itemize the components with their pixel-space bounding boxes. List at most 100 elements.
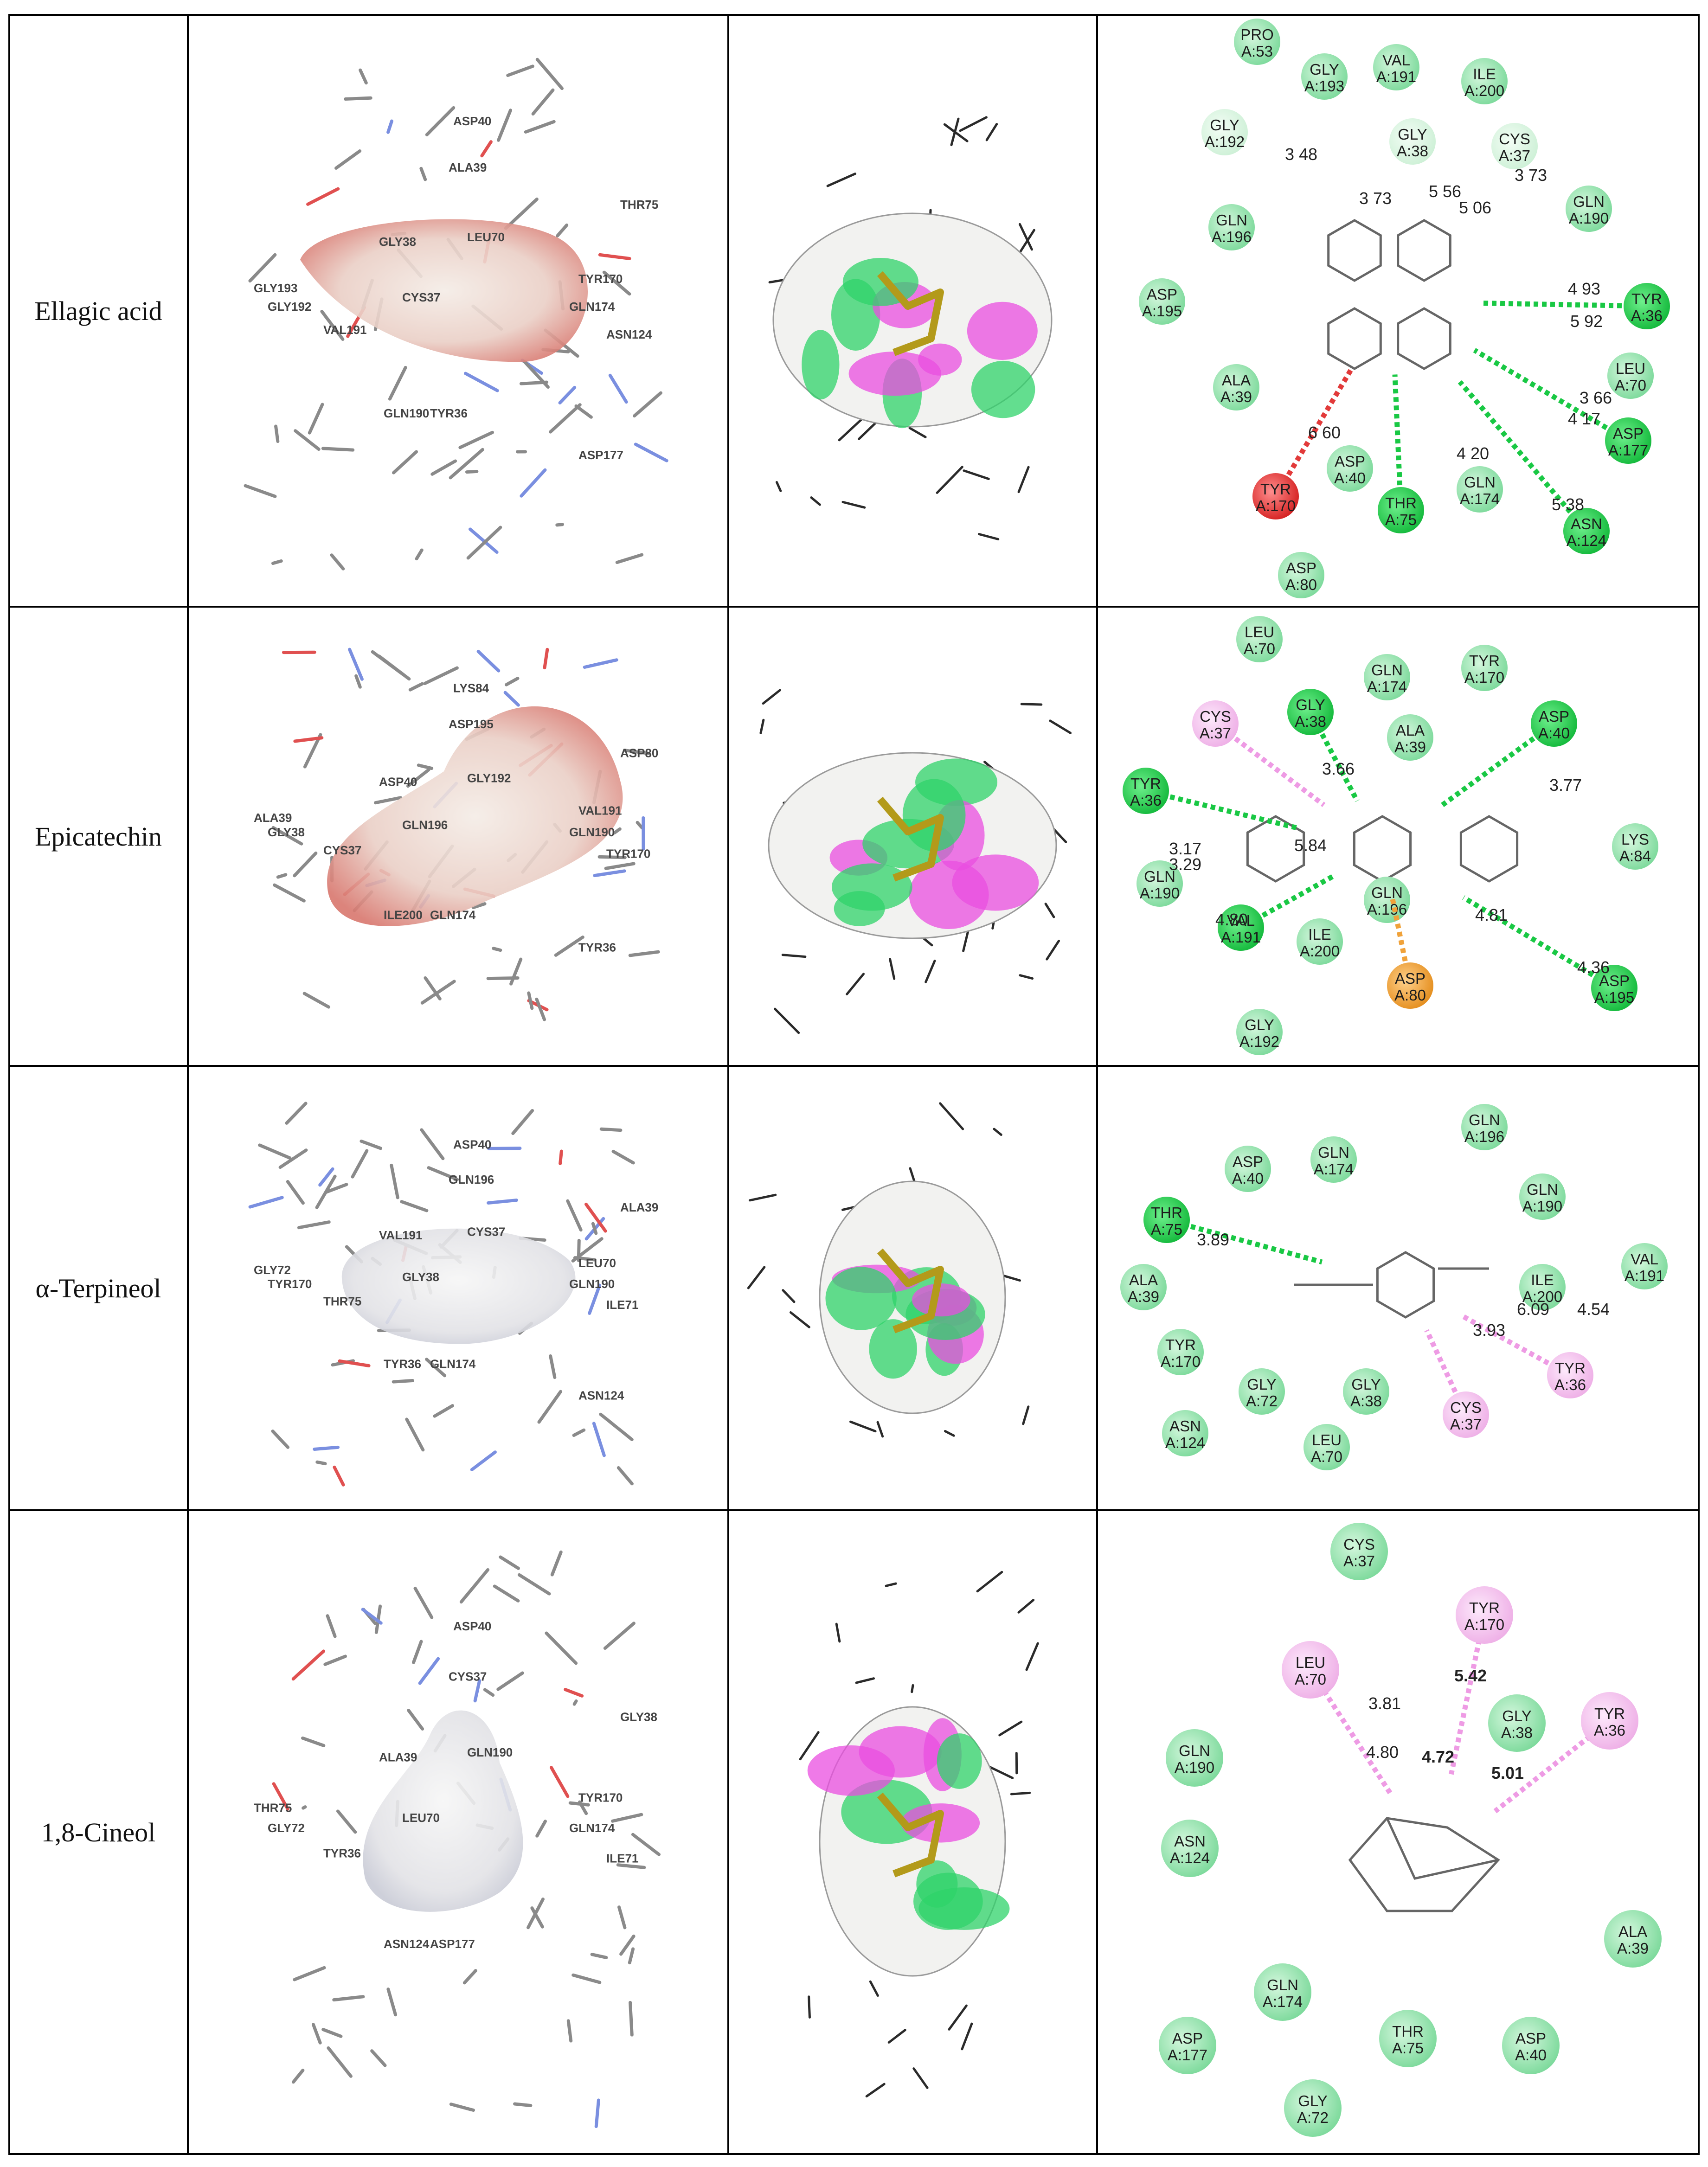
residue-circle — [1605, 417, 1651, 464]
residue-position: A:177 — [1608, 442, 1648, 459]
residue-stick — [566, 1199, 583, 1232]
residue-label-3d: ILE71 — [606, 1851, 638, 1865]
residue-stick — [297, 1220, 331, 1230]
residue-stick — [524, 120, 556, 134]
surface-patch — [802, 330, 840, 400]
result-row: Ellagic acid ASP40 ALA39 THR75 GLY38 LEU70 CYS… — [34, 19, 1670, 598]
residue-circle — [1225, 1146, 1271, 1192]
residue-stick — [550, 1550, 563, 1577]
residue-stick — [470, 1450, 497, 1471]
residue-position: A:190 — [1140, 885, 1180, 902]
residue-stick — [513, 2102, 533, 2107]
residue-circle — [1201, 109, 1248, 155]
residue-name: GLN — [1371, 884, 1403, 901]
residue-stick — [588, 1283, 602, 1315]
residue-position: A:195 — [1142, 302, 1182, 320]
residue-name: LEU — [1312, 1431, 1342, 1449]
residue-position: A:72 — [1297, 2109, 1329, 2126]
residue-stick — [506, 64, 534, 77]
residue-position: A:190 — [1175, 1759, 1214, 1776]
residue-stick — [636, 821, 644, 830]
interaction-distance: 3.93 — [1473, 1321, 1505, 1340]
interaction-line — [1392, 374, 1404, 511]
residue-stick — [869, 1980, 879, 1997]
compound-name: α-Terpineol — [35, 1273, 161, 1303]
residue-stick — [998, 1720, 1023, 1737]
binding-pocket-3d-view: ASP40 CYS37 GLY38 ALA39 GLN190 LEU70 TYR170 THR… — [254, 1550, 661, 2129]
residue-circle — [1310, 1136, 1357, 1183]
residue-position: A:170 — [1161, 1353, 1201, 1370]
residue-stick — [628, 950, 660, 957]
residue-name: VAL — [1382, 51, 1410, 69]
residue-name: GLY — [1247, 1376, 1277, 1393]
residue-stick — [511, 1109, 534, 1135]
residue-stick — [302, 1805, 307, 1810]
residue-name: ALA — [1396, 722, 1425, 739]
residue-circle — [1373, 44, 1419, 90]
residue-stick — [468, 527, 499, 554]
interaction-diagram-2d: GLNA:196ASPA:40GLNA:174THRA:75GLNA:190VA… — [1120, 1104, 1668, 1470]
interaction-distance: 3.17 — [1169, 839, 1201, 858]
residue-stick — [407, 1709, 424, 1731]
residue-label-3d: GLY38 — [620, 1710, 657, 1724]
residue-name: TYR — [1469, 1599, 1500, 1616]
residue-position: A:38 — [1350, 1392, 1382, 1410]
residue-circle — [1120, 1264, 1167, 1310]
surface-patch — [967, 301, 1038, 360]
residue-label-3d: THR75 — [254, 1801, 292, 1814]
residue-label-3d: VAL191 — [379, 1228, 422, 1242]
residue-position: A:174 — [1367, 678, 1407, 695]
residue-stick — [566, 2019, 573, 2043]
residue-stick — [405, 1417, 425, 1452]
residue-label-3d: ASP80 — [620, 746, 658, 760]
residue-stick — [332, 1995, 365, 2002]
residue-stick — [390, 1163, 399, 1199]
residue-stick — [558, 385, 577, 404]
residue-position: A:70 — [1311, 1448, 1342, 1465]
molecular-surface — [363, 1710, 523, 1912]
residue-name: GLY — [1502, 1707, 1532, 1725]
residue-position: A:200 — [1300, 942, 1340, 960]
interaction-line — [1481, 301, 1647, 309]
residue-position: A:196 — [1212, 228, 1252, 245]
residue-stick — [313, 1445, 340, 1451]
residue-position: A:39 — [1394, 738, 1426, 756]
residue-position: A:196 — [1464, 1128, 1504, 1145]
residue-position: A:196 — [1367, 901, 1407, 918]
residue-stick — [465, 469, 479, 474]
residue-position: A:192 — [1205, 133, 1245, 150]
residue-stick — [476, 649, 501, 673]
residue-stick — [273, 883, 306, 903]
residue-label-3d: CYS37 — [449, 1670, 487, 1684]
residue-circle — [1236, 1009, 1283, 1055]
ligand-stick — [877, 271, 944, 356]
binding-pocket-3d-view: LYS84 ASP195 ASP80 ASP40 GLY192 GLN196 VAL191 A… — [254, 648, 660, 1021]
residue-stick — [1022, 1405, 1030, 1425]
residue-stick — [774, 1007, 800, 1034]
residue-stick — [571, 1973, 602, 1984]
residue-label-3d: ILE200 — [384, 908, 423, 922]
residue-label-3d: ASN124 — [606, 327, 652, 341]
residue-label-3d: TYR170 — [578, 272, 623, 286]
residue-stick — [318, 1167, 334, 1187]
residue-label-3d: ALA39 — [449, 160, 487, 174]
residue-stick — [487, 1147, 522, 1150]
residue-stick — [549, 1766, 570, 1798]
ligand-stick — [877, 1792, 944, 1878]
residue-stick — [1020, 703, 1043, 706]
residue-stick — [473, 1679, 482, 1703]
residue-label-3d: GLY192 — [467, 771, 511, 785]
residue-label-3d: ASN124 — [384, 1937, 430, 1951]
residue-name: ASP — [1172, 2030, 1203, 2047]
